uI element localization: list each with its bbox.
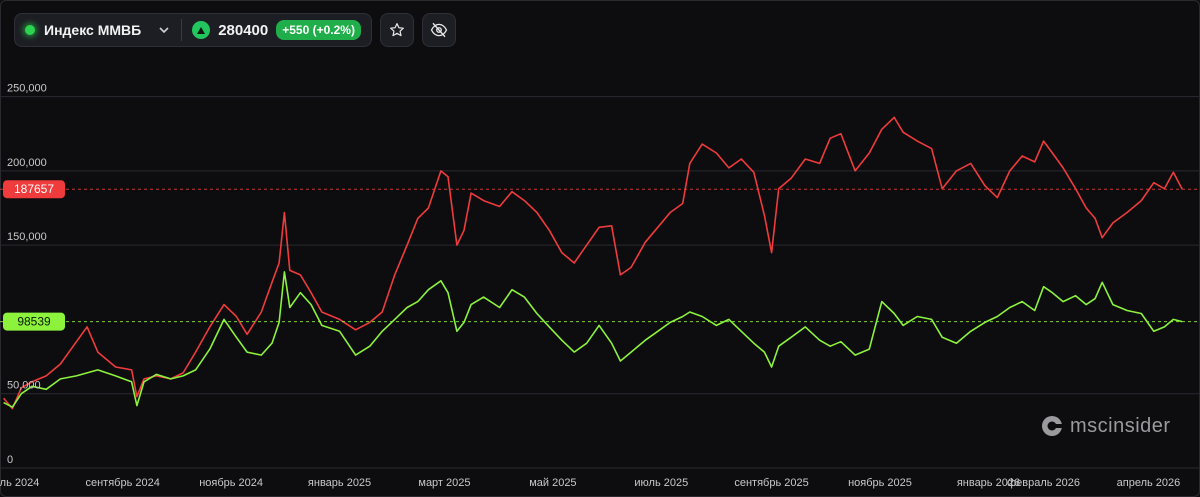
- chart-toolbar: Индекс ММВБ 280400 +550 (+0.2%): [14, 13, 456, 47]
- price-change-badge: +550 (+0.2%): [276, 20, 361, 40]
- chevron-down-icon[interactable]: [159, 24, 169, 36]
- arrow-up-icon: [192, 21, 211, 39]
- star-icon: [390, 23, 404, 37]
- instrument-name: Индекс ММВБ: [44, 22, 142, 38]
- favorite-button[interactable]: [379, 13, 414, 47]
- msc-logo-icon: [1042, 416, 1062, 436]
- current-price: 280400: [218, 21, 269, 39]
- watermark-text: mscinsider: [1070, 414, 1171, 437]
- instrument-selector[interactable]: Индекс ММВБ 280400 +550 (+0.2%): [14, 13, 372, 47]
- watermark: mscinsider: [1040, 414, 1171, 438]
- live-dot-icon: [25, 25, 35, 35]
- eye-off-icon: [430, 22, 448, 38]
- toolbar-divider: [181, 19, 183, 41]
- hide-button[interactable]: [421, 13, 456, 47]
